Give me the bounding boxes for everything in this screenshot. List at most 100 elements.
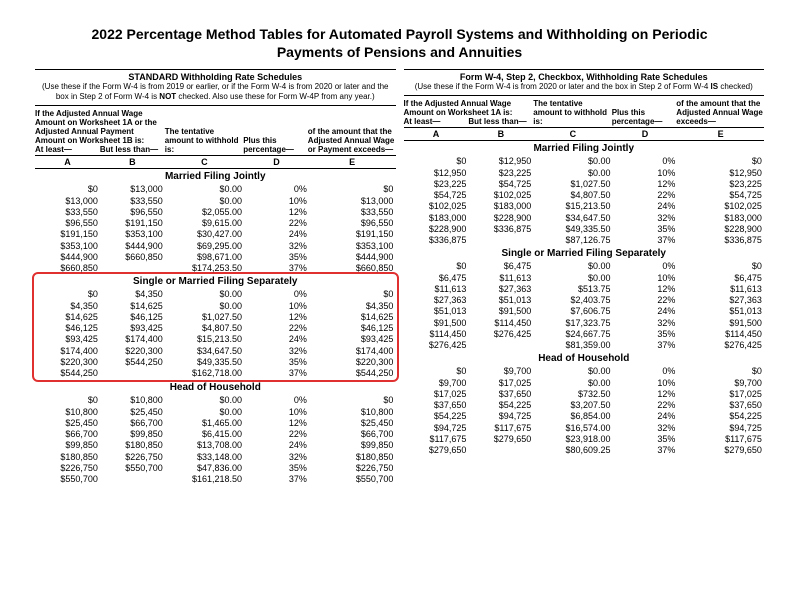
- highlight-box: Single or Married Filing Separately$0$4,…: [32, 272, 399, 382]
- hdr-plus-pct: Plus this percentage—: [612, 108, 677, 126]
- table-row: $0$9,700$0.000%$0: [404, 366, 765, 377]
- cell: $4,807.50: [165, 323, 244, 334]
- cell: $4,350: [35, 301, 100, 312]
- cell: $114,450: [404, 329, 469, 340]
- cell: 12%: [613, 179, 678, 190]
- table-row: $279,650$80,609.2537%$279,650: [404, 445, 765, 456]
- cell: $174,400: [100, 334, 165, 345]
- cell: 35%: [613, 434, 678, 445]
- cell: $9,700: [468, 366, 533, 377]
- cell: $81,359.00: [533, 340, 612, 351]
- cell: $444,900: [309, 252, 396, 263]
- table-row: $353,100$444,900$69,295.0032%$353,100: [35, 241, 396, 252]
- cell: $732.50: [533, 389, 612, 400]
- cell: 37%: [244, 474, 309, 485]
- cell: 12%: [613, 389, 678, 400]
- table-row: $550,700$161,218.5037%$550,700: [35, 474, 396, 485]
- cell: 22%: [613, 400, 678, 411]
- table-row: $33,550$96,550$2,055.0012%$33,550: [35, 207, 396, 218]
- data-rows: $0$10,800$0.000%$0$10,800$25,450$0.0010%…: [35, 395, 396, 485]
- cell: $93,425: [309, 334, 396, 345]
- cell: 0%: [613, 366, 678, 377]
- cell: 12%: [244, 207, 309, 218]
- section-title: Single or Married Filing Separately: [404, 246, 765, 261]
- table-row: $0$13,000$0.000%$0: [35, 184, 396, 195]
- cell: $544,250: [100, 357, 165, 368]
- cell: $0: [404, 366, 469, 377]
- hdr-plus-pct: Plus this percentage—: [243, 136, 308, 154]
- cell: $87,126.75: [533, 235, 612, 246]
- cell: $99,850: [100, 429, 165, 440]
- cell: $0.00: [165, 301, 244, 312]
- table-row: $174,400$220,300$34,647.5032%$174,400: [35, 346, 396, 357]
- cell: [100, 368, 165, 379]
- cell: 22%: [244, 429, 309, 440]
- cell: $14,625: [35, 312, 100, 323]
- cell: $1,465.00: [165, 418, 244, 429]
- cell: $0.00: [165, 395, 244, 406]
- table-row: $51,013$91,500$7,606.7524%$51,013: [404, 306, 765, 317]
- cell: $183,000: [468, 201, 533, 212]
- cell: $51,013: [677, 306, 764, 317]
- table-row: $0$6,475$0.000%$0: [404, 261, 765, 272]
- cell: $24,667.75: [533, 329, 612, 340]
- hdr-but-less: But less than—: [468, 117, 533, 126]
- cell: $0.00: [165, 184, 244, 195]
- cell: 0%: [244, 289, 309, 300]
- cell: $2,055.00: [165, 207, 244, 218]
- cell: $4,350: [309, 301, 396, 312]
- table-row: $6,475$11,613$0.0010%$6,475: [404, 273, 765, 284]
- cell: $102,025: [677, 201, 764, 212]
- cell: $16,574.00: [533, 423, 612, 434]
- table-row: $9,700$17,025$0.0010%$9,700: [404, 378, 765, 389]
- cell: $12,950: [404, 168, 469, 179]
- cell: $54,225: [677, 411, 764, 422]
- cell: $0: [404, 261, 469, 272]
- table-row: $25,450$66,700$1,465.0012%$25,450: [35, 418, 396, 429]
- cell: 37%: [244, 368, 309, 379]
- cell: $27,363: [468, 284, 533, 295]
- cell: 32%: [244, 452, 309, 463]
- cell: $10,800: [100, 395, 165, 406]
- cell: $30,427.00: [165, 229, 244, 240]
- cell: $117,675: [468, 423, 533, 434]
- cell: $183,000: [404, 213, 469, 224]
- cell: $80,609.25: [533, 445, 612, 456]
- cell: $94,725: [677, 423, 764, 434]
- cell: $0: [35, 395, 100, 406]
- table-row: $228,900$336,875$49,335.5035%$228,900: [404, 224, 765, 235]
- table-row: $66,700$99,850$6,415.0022%$66,700: [35, 429, 396, 440]
- table-row: $11,613$27,363$513.7512%$11,613: [404, 284, 765, 295]
- table-row: $91,500$114,450$17,323.7532%$91,500: [404, 318, 765, 329]
- cell: $353,100: [309, 241, 396, 252]
- cell: $226,750: [100, 452, 165, 463]
- col-letter: D: [244, 156, 309, 168]
- cell: $0.00: [533, 261, 612, 272]
- table-row: $54,725$102,025$4,807.5022%$54,725: [404, 190, 765, 201]
- cell: $6,475: [404, 273, 469, 284]
- cell: 10%: [244, 407, 309, 418]
- table-row: $444,900$660,850$98,671.0035%$444,900: [35, 252, 396, 263]
- cell: 24%: [244, 334, 309, 345]
- cell: 10%: [244, 301, 309, 312]
- intro-text: If the Adjusted Annual Wage Amount on Wo…: [404, 96, 534, 117]
- cell: 10%: [613, 168, 678, 179]
- table-row: $94,725$117,675$16,574.0032%$94,725: [404, 423, 765, 434]
- col-letter: E: [309, 156, 396, 168]
- cell: $4,350: [100, 289, 165, 300]
- cell: $544,250: [309, 368, 396, 379]
- cell: $23,918.00: [533, 434, 612, 445]
- cell: [100, 474, 165, 485]
- cell: $336,875: [468, 224, 533, 235]
- cell: $15,213.50: [165, 334, 244, 345]
- table-row: $4,350$14,625$0.0010%$4,350: [35, 301, 396, 312]
- cell: 22%: [613, 190, 678, 201]
- title-line1: 2022 Percentage Method Tables for Automa…: [92, 26, 708, 42]
- cell: 0%: [613, 156, 678, 167]
- cell: $162,718.00: [165, 368, 244, 379]
- cell: $96,550: [35, 218, 100, 229]
- col-letter: E: [677, 128, 764, 140]
- cell: $117,675: [404, 434, 469, 445]
- cell: $6,475: [677, 273, 764, 284]
- cell: [468, 235, 533, 246]
